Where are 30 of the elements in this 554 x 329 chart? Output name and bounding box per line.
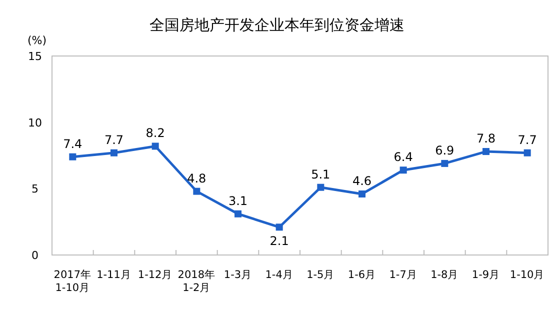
data-label: 4.8 — [187, 171, 206, 186]
data-label: 7.7 — [518, 132, 537, 147]
xtick: 1-4月 — [265, 269, 294, 281]
data-label: 7.8 — [476, 132, 496, 146]
xtick: 1-8月 — [430, 269, 459, 281]
xtick: 1-6月 — [348, 269, 376, 281]
xtick: 1-9月 — [472, 269, 500, 281]
data-label: 7.4 — [63, 136, 82, 151]
xtick: 1-3月 — [224, 269, 252, 281]
xtick: 2018年 1-2月 — [178, 269, 216, 294]
ylabel: (%) — [27, 34, 47, 47]
xtick: 2017年 1-10月 — [54, 269, 92, 294]
xtick: 1-10月 — [510, 269, 545, 281]
xtick: 1-7月 — [389, 269, 418, 281]
ytick: 15 — [28, 50, 42, 63]
data-label: 8.2 — [146, 126, 165, 140]
title: 全国房地产开发企业本年到位资金增速 — [150, 16, 404, 34]
data-label: 6.4 — [394, 150, 413, 164]
data-label: 7.7 — [104, 132, 124, 147]
data-label: 3.1 — [228, 194, 248, 208]
xtick: 1-5月 — [306, 269, 335, 281]
data-label: 6.9 — [435, 143, 454, 158]
ytick: 10 — [28, 116, 42, 130]
xtick: 1-11月 — [96, 269, 132, 281]
xtick: 1-12月 — [138, 269, 173, 281]
data-label: 4.6 — [352, 174, 372, 188]
data-label: 2.1 — [270, 234, 289, 248]
data-label: 5.1 — [311, 167, 330, 182]
ytick: 5 — [32, 182, 38, 196]
ytick: 0 — [32, 249, 38, 262]
